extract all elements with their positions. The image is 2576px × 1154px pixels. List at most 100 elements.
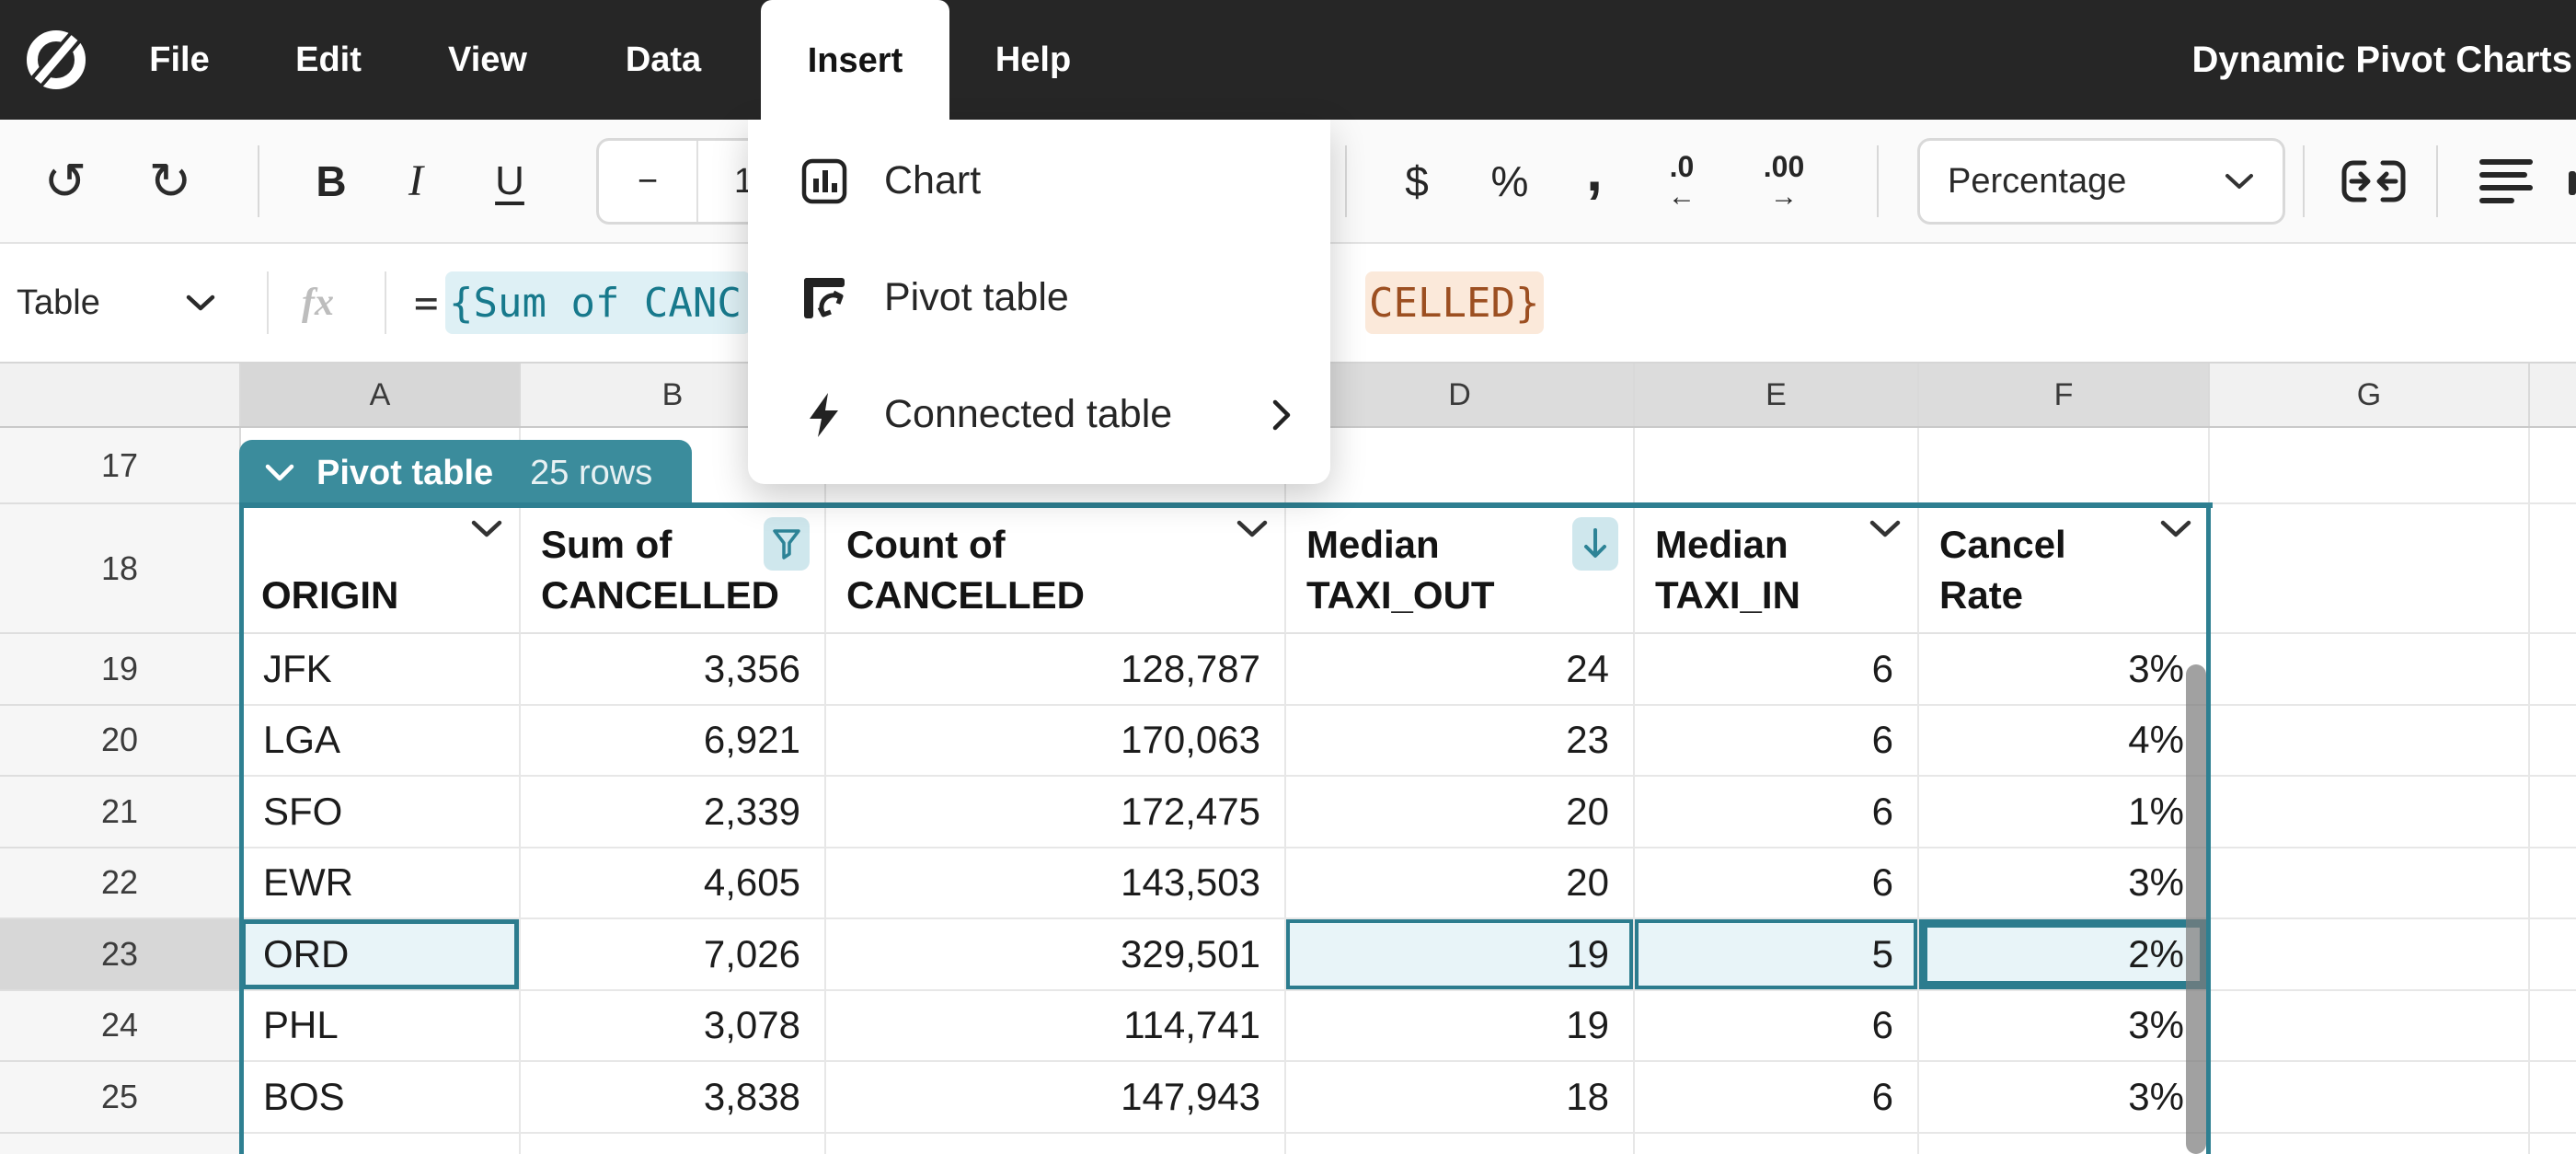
pivot-header-count-cancelled[interactable]: Count of CANCELLED: [826, 504, 1286, 634]
cell-G24[interactable]: [2210, 990, 2530, 1062]
row-header-23[interactable]: 23: [0, 919, 241, 991]
chevron-down-icon[interactable]: [469, 517, 504, 541]
cell-E22[interactable]: 6: [1635, 848, 1919, 919]
chevron-down-icon[interactable]: [1868, 517, 1903, 541]
column-header-F[interactable]: F: [1919, 364, 2210, 426]
undo-button[interactable]: ↺: [24, 120, 107, 242]
cell-C21[interactable]: 172,475: [826, 777, 1286, 848]
row-header-24[interactable]: 24: [0, 990, 241, 1062]
cell-G26[interactable]: [2210, 1133, 2530, 1154]
insert-menu-item-pivot-table[interactable]: Pivot table: [748, 239, 1330, 356]
italic-button[interactable]: I: [381, 120, 451, 242]
chevron-down-icon[interactable]: [1235, 517, 1270, 541]
cell-F19[interactable]: 3%: [1919, 634, 2210, 706]
chevron-down-icon[interactable]: [2158, 517, 2193, 541]
cell-D23-selected[interactable]: 19: [1286, 919, 1635, 991]
grid-corner[interactable]: [0, 364, 241, 426]
cell-B22[interactable]: 4,605: [521, 848, 826, 919]
cell-B23[interactable]: 7,026: [521, 919, 826, 991]
horizontal-align-button[interactable]: [2469, 120, 2543, 242]
cell-A26[interactable]: [241, 1133, 521, 1154]
cell-C24[interactable]: 114,741: [826, 990, 1286, 1062]
cell-F24[interactable]: 3%: [1919, 990, 2210, 1062]
row-header-20[interactable]: 20: [0, 705, 241, 777]
chevron-down-icon[interactable]: [263, 462, 296, 484]
redo-button[interactable]: ↻: [129, 120, 212, 242]
menu-file[interactable]: File: [149, 40, 210, 79]
cell-C25[interactable]: 147,943: [826, 1062, 1286, 1134]
cell-E23-selected[interactable]: 5: [1635, 919, 1919, 991]
table-vertical-scrollbar[interactable]: [2186, 664, 2206, 1154]
row-header-22[interactable]: 22: [0, 848, 241, 919]
thousands-separator-button[interactable]: ,: [1562, 120, 1627, 242]
cell-E20[interactable]: 6: [1635, 705, 1919, 777]
cell-G22[interactable]: [2210, 848, 2530, 919]
cell-F20[interactable]: 4%: [1919, 705, 2210, 777]
cell-C23[interactable]: 329,501: [826, 919, 1286, 991]
pivot-header-median-taxi-out[interactable]: Median TAXI_OUT: [1286, 504, 1635, 634]
cell-E26[interactable]: [1635, 1133, 1919, 1154]
pivot-header-cancel-rate[interactable]: Cancel Rate: [1919, 504, 2210, 634]
percent-format-button[interactable]: %: [1468, 120, 1551, 242]
pivot-table-badge[interactable]: Pivot table 25 rows: [239, 440, 692, 506]
cell-G25[interactable]: [2210, 1062, 2530, 1134]
cell-G20[interactable]: [2210, 705, 2530, 777]
cell-C26[interactable]: [826, 1133, 1286, 1154]
cell-G23[interactable]: [2210, 919, 2530, 991]
cell-A25[interactable]: BOS: [241, 1062, 521, 1134]
increase-decimals-button[interactable]: .00 →: [1737, 120, 1831, 242]
cell-F22[interactable]: 3%: [1919, 848, 2210, 919]
cell-D24[interactable]: 19: [1286, 990, 1635, 1062]
cell-D25[interactable]: 18: [1286, 1062, 1635, 1134]
cell-E17[interactable]: [1635, 428, 1919, 504]
cell-D17[interactable]: [1286, 428, 1635, 504]
cell-F23-active[interactable]: 2%: [1919, 919, 2210, 991]
font-size-decrease-button[interactable]: −: [599, 141, 698, 222]
cell-E19[interactable]: 6: [1635, 634, 1919, 706]
cell-B26[interactable]: [521, 1133, 826, 1154]
formula-ref-start[interactable]: {Sum of CANC: [445, 271, 751, 334]
cell-D20[interactable]: 23: [1286, 705, 1635, 777]
row-header-21[interactable]: 21: [0, 777, 241, 848]
cell-A19[interactable]: JFK: [241, 634, 521, 706]
underline-button[interactable]: U: [467, 120, 552, 242]
insert-menu-item-chart[interactable]: Chart: [748, 122, 1330, 239]
cell-F17[interactable]: [1919, 428, 2210, 504]
cell-F21[interactable]: 1%: [1919, 777, 2210, 848]
row-header-18[interactable]: 18: [0, 504, 241, 634]
row-header-25[interactable]: 25: [0, 1062, 241, 1134]
pivot-header-sum-cancelled[interactable]: Sum of CANCELLED: [521, 504, 826, 634]
menu-data[interactable]: Data: [625, 40, 702, 79]
cell-G19[interactable]: [2210, 634, 2530, 706]
cell-E25[interactable]: 6: [1635, 1062, 1919, 1134]
column-header-E[interactable]: E: [1635, 364, 1919, 426]
cell-B19[interactable]: 3,356: [521, 634, 826, 706]
formula-ref-end[interactable]: CELLED}: [1365, 271, 1544, 334]
cell-G21[interactable]: [2210, 777, 2530, 848]
cell-D19[interactable]: 24: [1286, 634, 1635, 706]
cell-B25[interactable]: 3,838: [521, 1062, 826, 1134]
insert-menu-item-connected-table[interactable]: Connected table: [748, 356, 1330, 473]
row-header-19[interactable]: 19: [0, 634, 241, 706]
filter-icon[interactable]: [764, 517, 810, 571]
cell-E21[interactable]: 6: [1635, 777, 1919, 848]
decrease-decimals-button[interactable]: .0 ←: [1639, 120, 1724, 242]
column-header-A[interactable]: A: [241, 364, 521, 426]
cell-B21[interactable]: 2,339: [521, 777, 826, 848]
cell-C20[interactable]: 170,063: [826, 705, 1286, 777]
cell-D22[interactable]: 20: [1286, 848, 1635, 919]
column-header-D[interactable]: D: [1286, 364, 1635, 426]
menu-edit[interactable]: Edit: [295, 40, 362, 79]
cell-G18[interactable]: [2210, 504, 2530, 634]
pivot-header-median-taxi-in[interactable]: Median TAXI_IN: [1635, 504, 1919, 634]
row-header-26[interactable]: [0, 1133, 241, 1154]
text-overflow-button[interactable]: [2331, 120, 2416, 242]
formula-input[interactable]: =: [414, 244, 439, 362]
cell-B24[interactable]: 3,078: [521, 990, 826, 1062]
menu-help[interactable]: Help: [995, 40, 1072, 79]
cell-C22[interactable]: 143,503: [826, 848, 1286, 919]
row-header-17[interactable]: 17: [0, 428, 241, 504]
sort-descending-icon[interactable]: [1572, 517, 1618, 571]
pivot-header-origin[interactable]: ORIGIN: [241, 504, 521, 634]
cell-G17[interactable]: [2210, 428, 2530, 504]
